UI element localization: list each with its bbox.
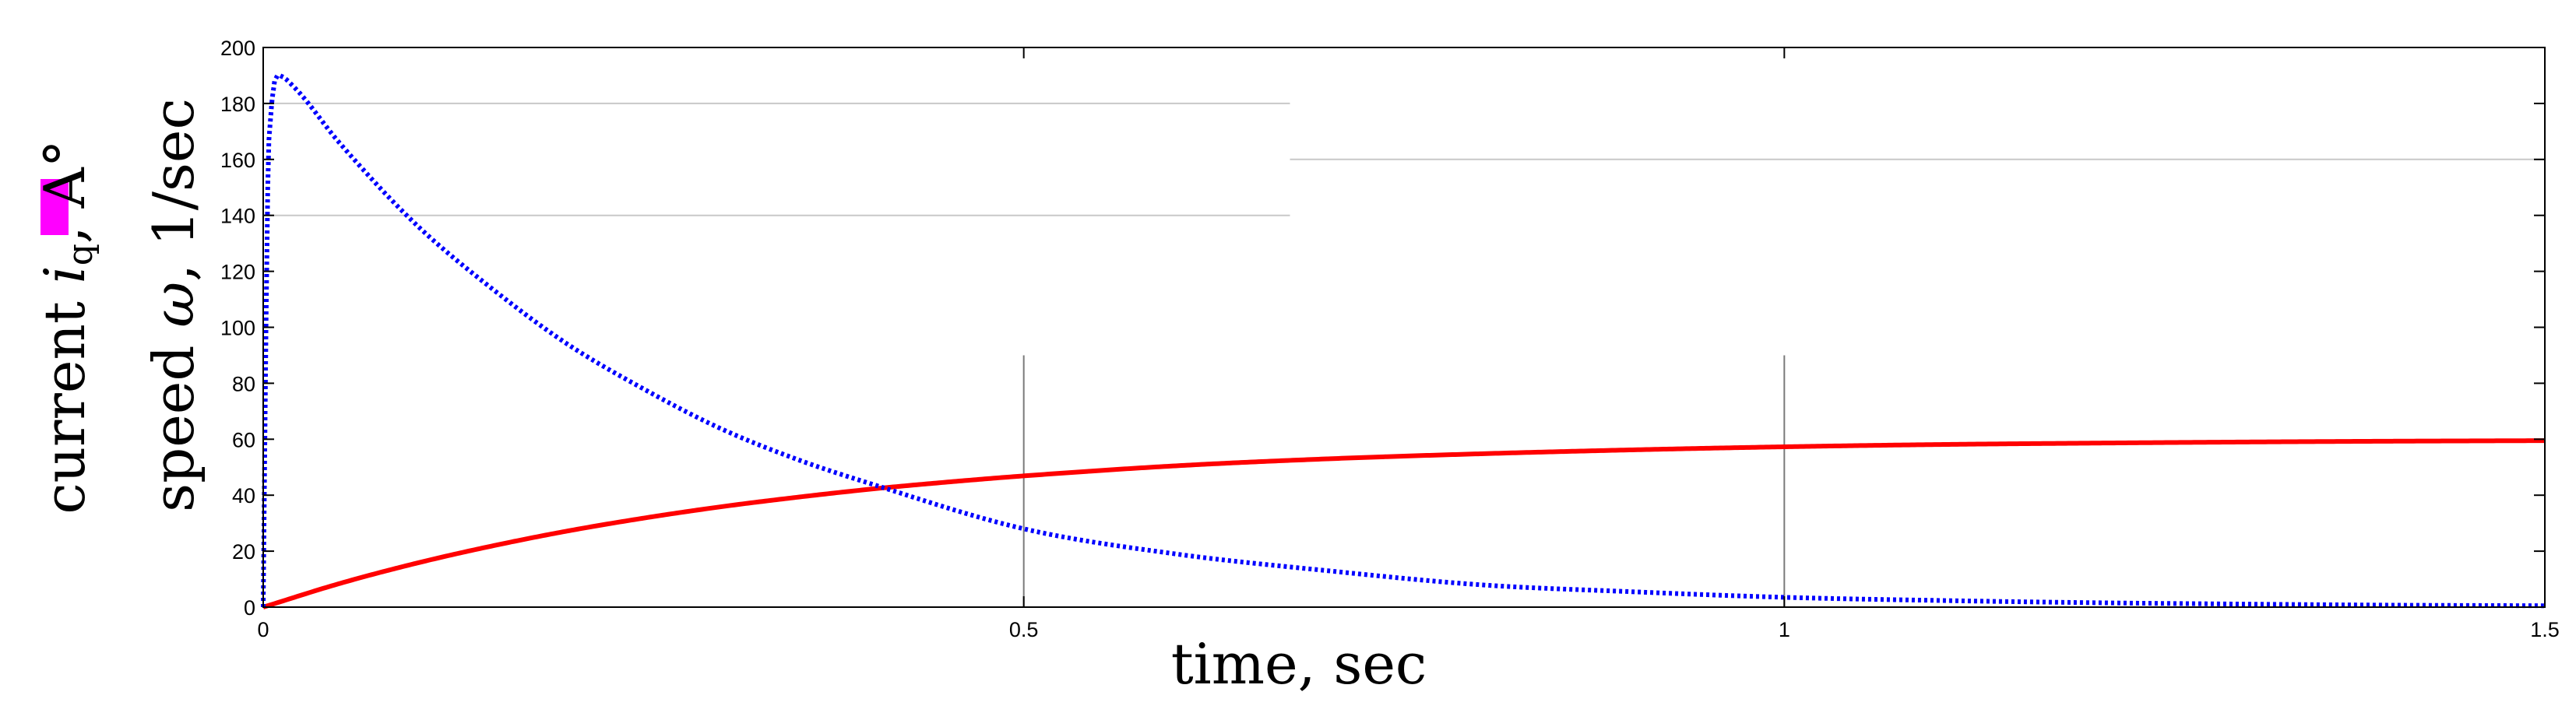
ylabel-speed-symbol: ω — [141, 282, 206, 328]
x-tick-label: 0 — [257, 618, 269, 641]
x-tick-label: 0.5 — [1009, 618, 1039, 641]
y-tick-label: 20 — [232, 540, 255, 564]
svg-text:speed ω, 1/sec: speed ω, 1/sec — [141, 98, 206, 512]
y-tick-label: 40 — [232, 484, 255, 507]
ylabel-current-symbol: i — [32, 265, 97, 283]
axis-ticks: 0 20 40 60 80 100 120 140 160 180 200 0 0.5 1 1.5 — [220, 37, 2560, 641]
x-tick-label: 1.5 — [2530, 618, 2560, 641]
y-tick-label: 80 — [232, 372, 255, 395]
ylabel-current-subscript: q — [61, 244, 100, 265]
y-axis-title-speed: speed ω, 1/sec — [141, 98, 206, 512]
y-tick-label: 200 — [220, 37, 255, 60]
x-axis-title: time, sec — [1171, 631, 1427, 697]
x-tick-label: 1 — [1779, 618, 1790, 641]
y-tick-label: 160 — [220, 149, 255, 172]
ylabel-highlight — [40, 179, 69, 235]
y-axis-title-current: current iq, A° — [32, 139, 100, 514]
grid-lines — [263, 102, 2545, 607]
ylabel-current-suffix: , A° — [32, 139, 97, 244]
ylabel-speed-suffix: , 1/sec — [141, 98, 206, 282]
x-axis-label: time, sec — [1171, 631, 1427, 697]
y-tick-label: 0 — [244, 596, 255, 620]
ylabel-current-prefix: current — [32, 283, 97, 514]
y-tick-label: 100 — [220, 317, 255, 340]
y-tick-label: 60 — [232, 428, 255, 451]
y-tick-label: 180 — [220, 93, 255, 116]
ylabel-speed-prefix: speed — [141, 328, 206, 512]
series-lines — [261, 72, 2546, 609]
svg-text:current iq, A°: current iq, A° — [32, 139, 100, 514]
speed-series-line — [261, 72, 2546, 609]
y-tick-label: 140 — [220, 205, 255, 228]
plot-area — [263, 47, 2545, 607]
current-series-line — [262, 438, 2546, 609]
y-tick-label: 120 — [220, 261, 255, 284]
